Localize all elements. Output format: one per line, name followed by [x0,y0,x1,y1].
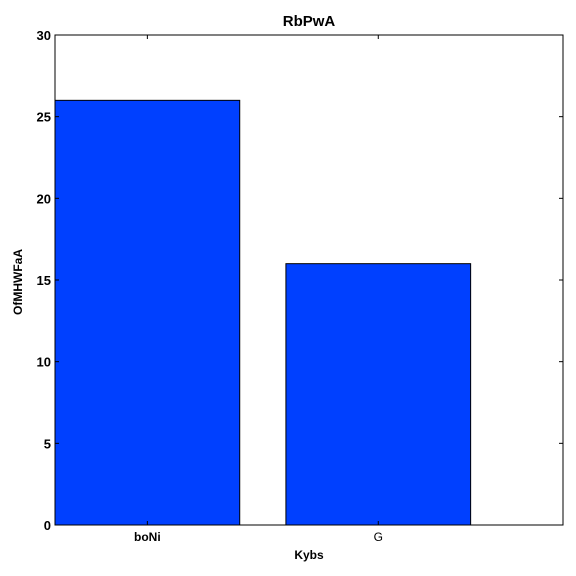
y-tick-label: 15 [37,273,51,288]
bar-G [285,263,472,526]
y-tick-label: 25 [37,110,51,125]
x-axis-ticks: boNi G [134,35,383,544]
y-tick-label: 30 [37,28,51,43]
y-tick-label: 0 [44,518,51,533]
x-axis-label: Kybs [294,548,324,562]
y-axis-label: OfMHWFaA [11,249,25,315]
chart-title: RbPwA [283,13,336,30]
bars-group [54,99,472,526]
x-tick-label: G [374,530,383,544]
y-tick-label: 20 [37,191,51,206]
x-tick-label: boNi [134,530,161,544]
y-tick-label: 5 [44,436,51,451]
y-tick-label: 10 [37,355,51,370]
y-axis-ticks: 0 5 10 15 20 25 30 [37,28,563,533]
bar-boNi [54,99,241,526]
